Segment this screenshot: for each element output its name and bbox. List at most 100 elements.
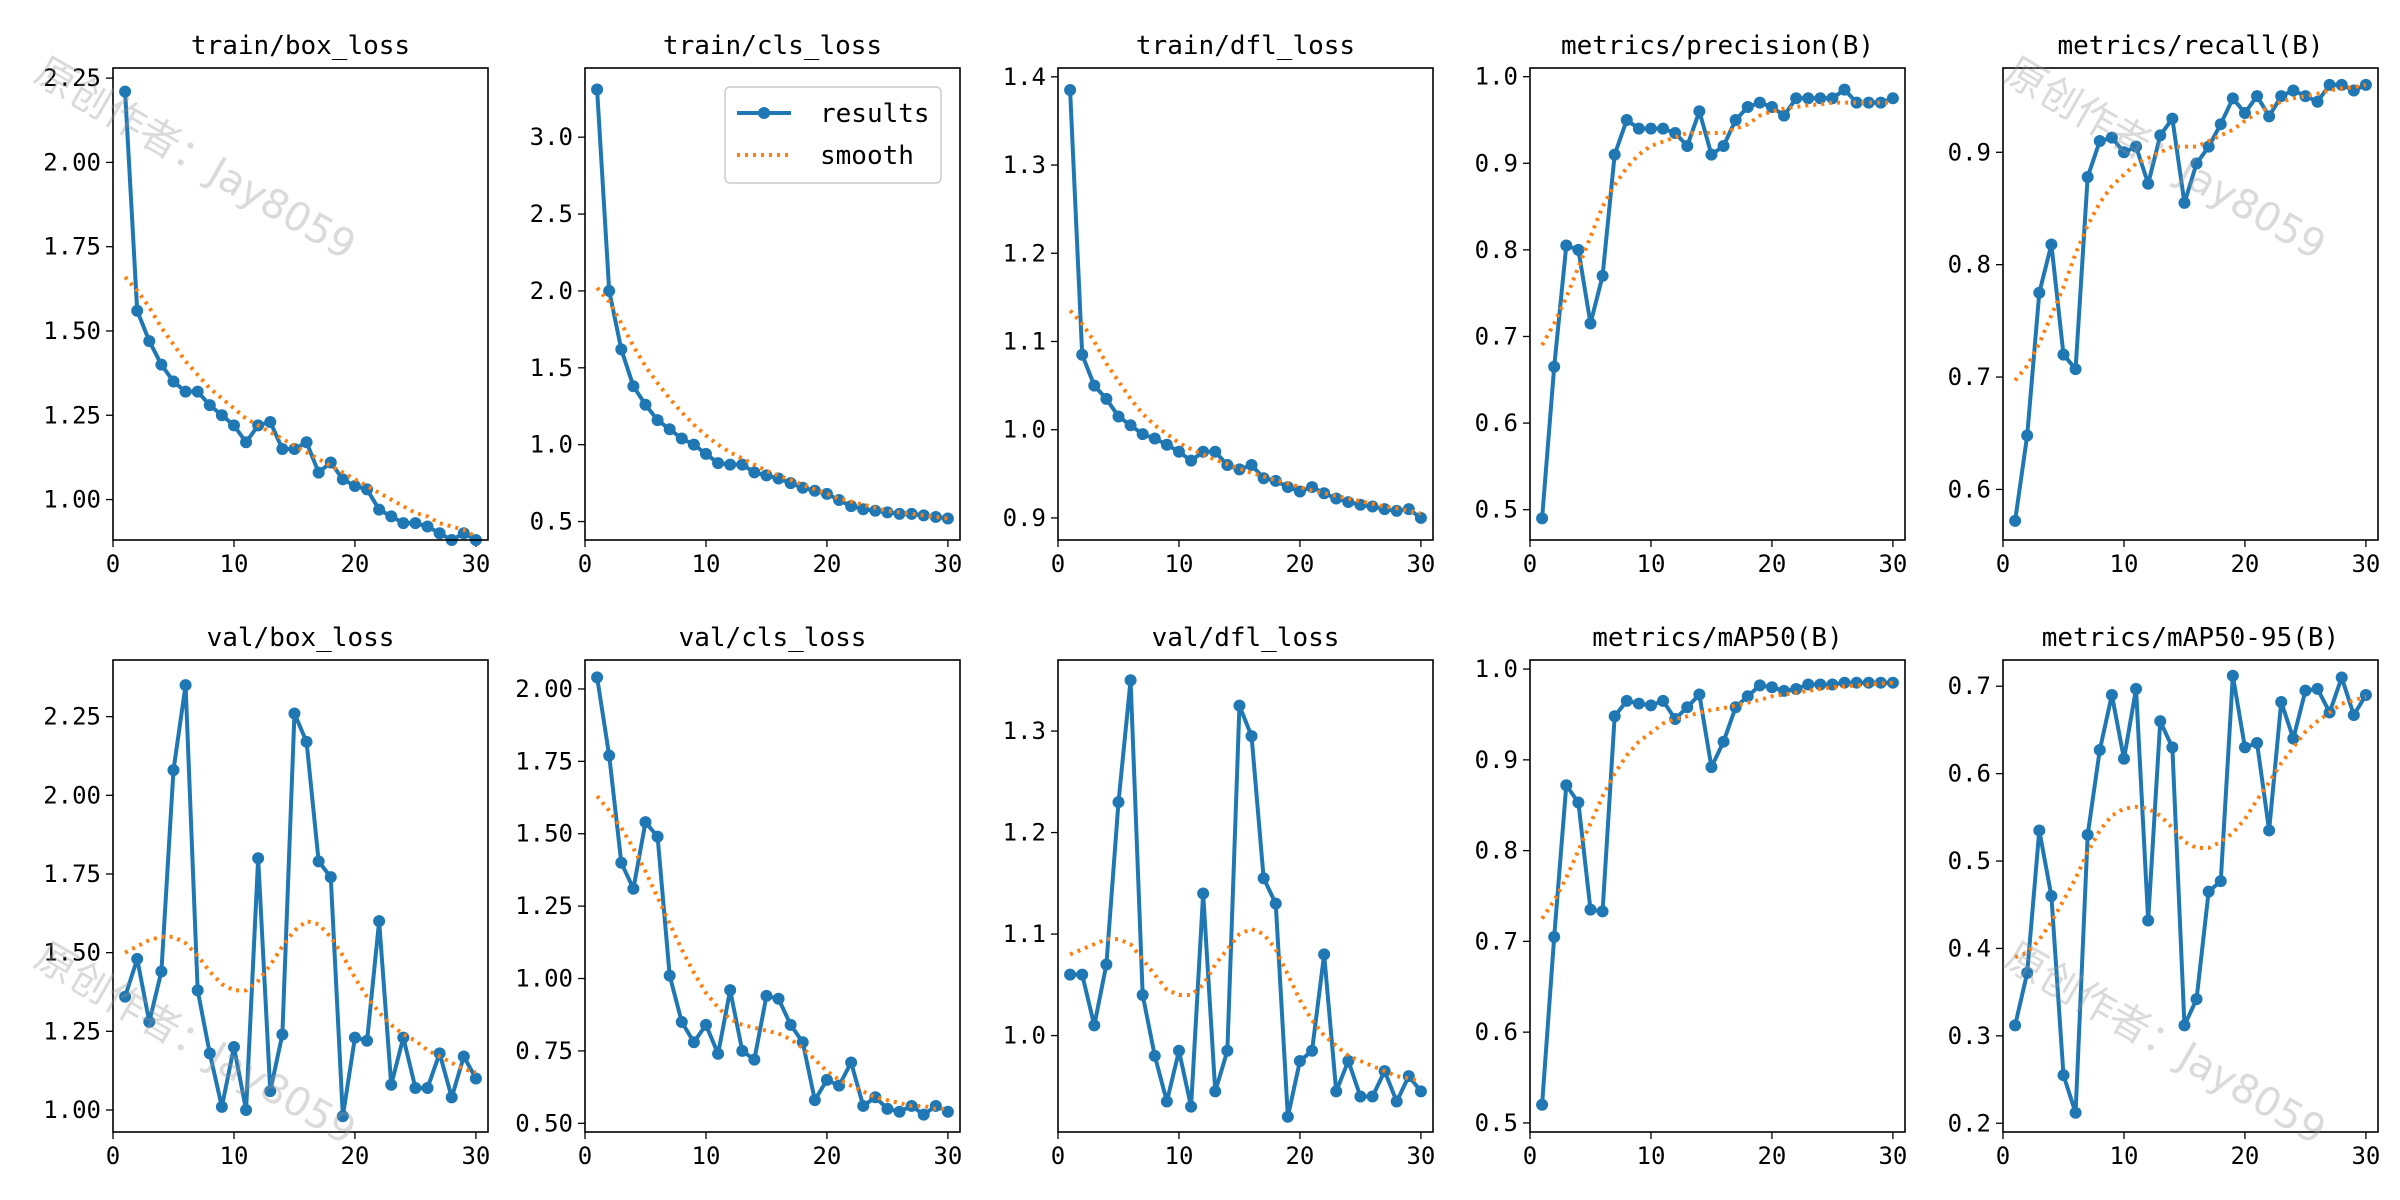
results-data-point xyxy=(312,855,325,868)
x-tick-label: 10 xyxy=(1637,550,1666,578)
x-tick-label: 10 xyxy=(1165,550,1194,578)
results-data-point xyxy=(179,385,192,398)
y-tick-label: 0.4 xyxy=(1948,934,1991,962)
results-data-point xyxy=(748,1053,761,1066)
x-tick-label: 0 xyxy=(578,1142,592,1170)
results-data-point xyxy=(1717,735,1730,748)
smooth-series-line xyxy=(595,794,948,1111)
axes-frame xyxy=(1529,67,1906,541)
results-data-point xyxy=(203,1047,216,1060)
results-data-point xyxy=(385,510,398,523)
x-tick-label: 10 xyxy=(2110,550,2139,578)
results-data-point xyxy=(1705,148,1718,161)
results-data-point xyxy=(215,409,228,422)
results-data-point xyxy=(1281,1110,1294,1123)
x-tick-label: 10 xyxy=(1165,1142,1194,1170)
smooth-series-line xyxy=(1068,309,1422,516)
x-tick-label: 20 xyxy=(2230,1142,2259,1170)
results-data-point xyxy=(385,1078,398,1091)
chart-title: train/dfl_loss xyxy=(1136,31,1355,61)
results-data-point xyxy=(1572,796,1585,809)
results-data-point xyxy=(1160,1095,1173,1108)
results-data-point xyxy=(929,1099,942,1112)
y-tick-label: 0.6 xyxy=(1475,409,1518,437)
results-data-point xyxy=(2214,875,2227,888)
x-tick-label: 10 xyxy=(220,550,249,578)
results-data-point xyxy=(1112,410,1125,423)
results-data-point xyxy=(2069,1106,2082,1119)
results-series-line xyxy=(123,683,478,1119)
results-data-point xyxy=(2226,92,2239,105)
results-data-point xyxy=(409,1081,422,1094)
results-data-point xyxy=(1306,1044,1319,1057)
results-data-point xyxy=(240,1103,253,1116)
results-data-point xyxy=(2275,695,2288,708)
y-tick-label: 3.0 xyxy=(530,123,573,151)
results-data-point xyxy=(1693,688,1706,701)
results-data-point xyxy=(2299,684,2312,697)
results-data-point xyxy=(300,436,313,449)
results-data-point xyxy=(1172,1044,1185,1057)
chart-title: metrics/precision(B) xyxy=(1561,31,1874,61)
x-tick-label: 10 xyxy=(692,1142,721,1170)
results-data-point xyxy=(2130,140,2143,153)
results-data-point xyxy=(143,335,156,348)
results-data-point xyxy=(675,1015,688,1028)
results-data-point xyxy=(639,398,652,411)
results-data-point xyxy=(2009,514,2022,527)
y-tick-label: 2.25 xyxy=(43,703,101,731)
results-data-point xyxy=(2045,890,2058,902)
axes-frame xyxy=(584,67,961,541)
results-data-point xyxy=(1572,243,1585,256)
axes-frame xyxy=(1057,67,1434,541)
results-data-point xyxy=(2093,744,2106,757)
x-tick-label: 30 xyxy=(1878,1142,1907,1170)
chart-panel-10: metrics/mAP50-95(B) 0 10 20 30 0.2 0.3 0.4 0.5 0.… xyxy=(1948,623,2381,1170)
results-data-point xyxy=(2033,824,2046,837)
x-tick-label: 0 xyxy=(1996,550,2010,578)
results-data-point xyxy=(905,507,918,520)
results-data-point xyxy=(663,969,676,982)
y-tick-label: 1.0 xyxy=(530,431,573,459)
chart-title: val/box_loss xyxy=(207,623,395,653)
y-tick-label: 2.0 xyxy=(530,277,573,305)
results-data-point xyxy=(2251,737,2264,750)
y-tick-label: 0.9 xyxy=(1948,138,1991,166)
results-data-point xyxy=(893,1105,906,1118)
results-data-point xyxy=(2202,140,2215,153)
results-data-point xyxy=(1886,92,1899,105)
x-tick-label: 0 xyxy=(578,550,592,578)
results-data-point xyxy=(784,477,797,490)
y-tick-label: 0.2 xyxy=(1948,1109,1991,1137)
results-data-point xyxy=(2214,118,2227,131)
y-tick-label: 1.50 xyxy=(515,820,573,848)
chart-title: metrics/mAP50(B) xyxy=(1592,623,1842,653)
results-series-line xyxy=(1540,87,1895,521)
results-data-point xyxy=(155,965,168,978)
results-data-point xyxy=(1814,92,1827,105)
results-data-point xyxy=(348,1031,361,1044)
results-data-point xyxy=(1802,678,1815,691)
results-data-point xyxy=(687,438,700,451)
smooth-series-line xyxy=(1540,100,1893,347)
results-data-point xyxy=(1076,348,1089,361)
results-data-point xyxy=(1838,83,1851,96)
results-data-point xyxy=(736,1044,749,1057)
results-data-point xyxy=(651,414,664,427)
results-data-point xyxy=(2130,682,2143,695)
results-data-point xyxy=(1620,694,1633,707)
results-data-point xyxy=(1862,676,1875,689)
x-tick-label: 20 xyxy=(340,1142,369,1170)
results-data-point xyxy=(1390,504,1403,517)
y-tick-label: 0.9 xyxy=(1475,746,1518,774)
results-data-point xyxy=(1874,96,1887,109)
chart-panel-4: metrics/precision(B) 0 10 20 30 0.5 0.6 0.7 0.8 0… xyxy=(1475,31,1908,578)
results-data-point xyxy=(252,852,265,865)
x-tick-label: 10 xyxy=(692,550,721,578)
results-data-point xyxy=(941,512,954,525)
results-data-point xyxy=(1306,481,1319,494)
results-data-point xyxy=(1620,113,1633,126)
results-data-point xyxy=(1669,126,1682,139)
results-data-point xyxy=(1221,1044,1234,1057)
results-series-line xyxy=(1068,678,1423,1119)
